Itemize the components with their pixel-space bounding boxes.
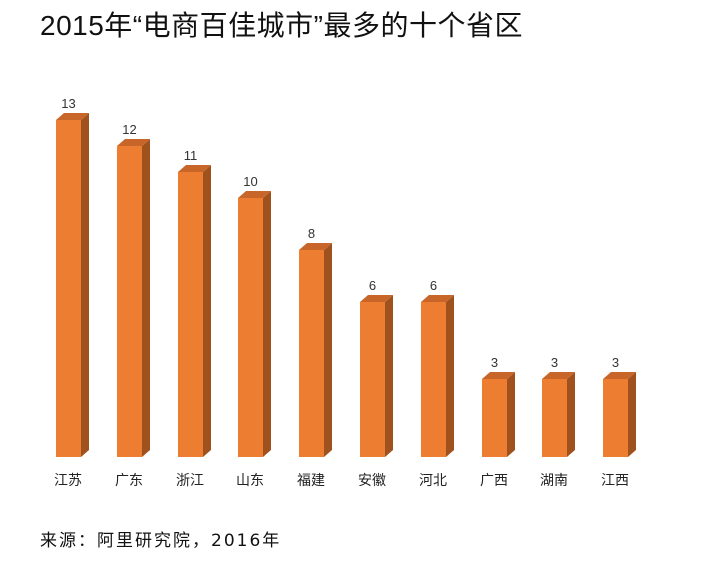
- category-label: 江西: [601, 473, 629, 489]
- data-label: 12: [122, 122, 137, 137]
- bar: [299, 243, 332, 457]
- bar-side-face: [446, 295, 454, 457]
- data-label: 11: [183, 148, 198, 163]
- bar: [603, 372, 636, 457]
- bar-side-face: [142, 139, 150, 457]
- bar: [238, 191, 271, 457]
- bar-front-face: [238, 198, 263, 457]
- bar-top-face: [542, 372, 575, 379]
- bar-front-face: [603, 379, 628, 457]
- data-label: 3: [611, 355, 620, 370]
- bar-front-face: [421, 302, 446, 457]
- bar-top-face: [56, 113, 89, 120]
- bar-front-face: [482, 379, 507, 457]
- data-label: 3: [490, 355, 499, 370]
- bar-top-face: [117, 139, 150, 146]
- bar-top-face: [238, 191, 271, 198]
- data-label: 3: [550, 355, 559, 370]
- bar-side-face: [385, 295, 393, 457]
- data-label: 10: [243, 174, 258, 189]
- bar-front-face: [542, 379, 567, 457]
- data-label: 13: [61, 96, 76, 111]
- bar: [178, 165, 211, 457]
- category-label: 福建: [297, 473, 325, 489]
- bar-side-face: [81, 113, 89, 457]
- bar-top-face: [299, 243, 332, 250]
- category-label: 广东: [115, 473, 143, 489]
- bar-side-face: [507, 372, 515, 457]
- bar-side-face: [628, 372, 636, 457]
- bar: [421, 295, 454, 457]
- bar-front-face: [117, 146, 142, 457]
- bar: [117, 139, 150, 457]
- bar-top-face: [360, 295, 393, 302]
- data-label: 6: [429, 278, 438, 293]
- bar-front-face: [299, 250, 324, 457]
- source-note: 来源：阿里研究院，2016年: [40, 531, 282, 551]
- data-label: 8: [307, 226, 316, 241]
- bar-side-face: [324, 243, 332, 457]
- category-label: 广西: [480, 473, 508, 489]
- category-label: 江苏: [54, 473, 82, 489]
- category-label: 安徽: [358, 473, 386, 489]
- bar-top-face: [482, 372, 515, 379]
- bar-front-face: [178, 172, 203, 457]
- bar: [482, 372, 515, 457]
- chart-title: 2015年“电商百佳城市”最多的十个省区: [40, 10, 523, 41]
- category-label: 浙江: [176, 473, 204, 489]
- bar-side-face: [567, 372, 575, 457]
- bar: [360, 295, 393, 457]
- bar: [542, 372, 575, 457]
- bar-top-face: [178, 165, 211, 172]
- bar-top-face: [421, 295, 454, 302]
- bar-side-face: [203, 165, 211, 457]
- bar-top-face: [603, 372, 636, 379]
- bar-side-face: [263, 191, 271, 457]
- category-label: 河北: [419, 473, 447, 489]
- data-label: 6: [368, 278, 377, 293]
- category-label: 山东: [236, 473, 264, 489]
- category-label: 湖南: [540, 473, 568, 489]
- bar: [56, 113, 89, 457]
- bar-front-face: [56, 120, 81, 457]
- bar-front-face: [360, 302, 385, 457]
